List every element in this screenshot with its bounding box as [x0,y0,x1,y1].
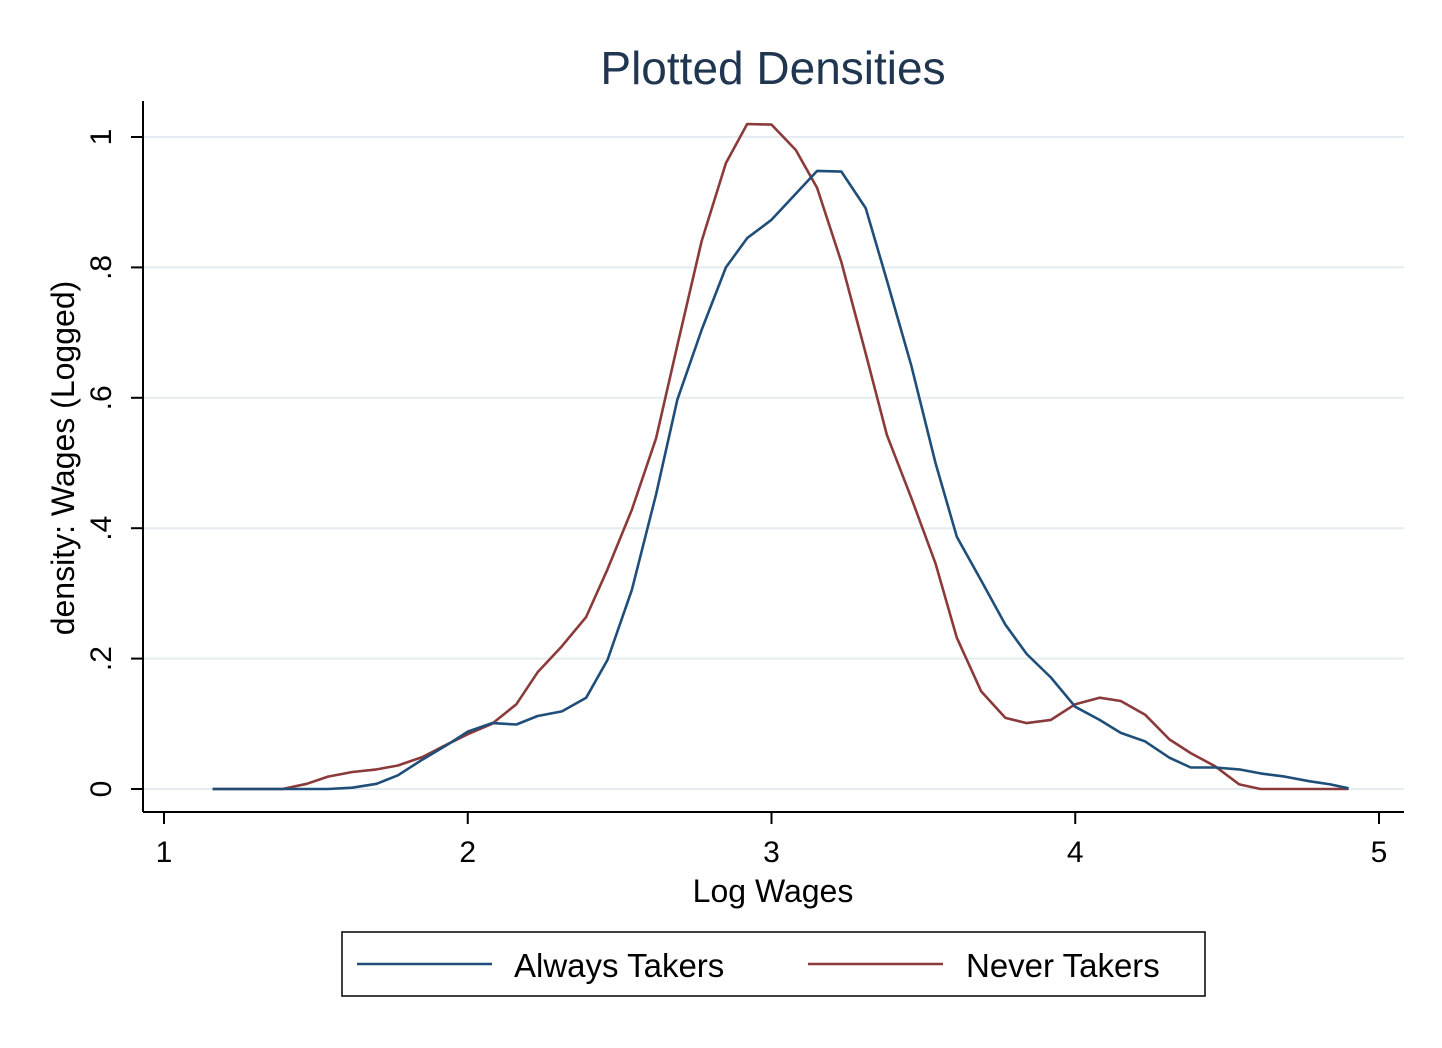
series-line-never-takers [212,122,1349,791]
chart-title: Plotted Densities [600,42,945,94]
x-axis-ticks: 1 2 3 4 5 [156,812,1388,869]
x-tick-label: 1 [156,836,173,869]
gridlines [143,136,1404,790]
legend: Always Takers Never Takers [341,931,1206,997]
y-axis-ticks: 0 .2 .4 .6 .8 1 [85,129,143,798]
y-tick-label: 1 [85,129,118,146]
x-tick-label: 4 [1067,836,1084,869]
y-tick-label: .8 [85,255,118,280]
y-tick-label: .6 [85,385,118,410]
y-tick-label: .2 [85,646,118,671]
plot-lines [212,122,1349,791]
y-tick-label: 0 [85,781,118,798]
y-axis-label: density: Wages (Logged) [45,281,81,636]
y-tick-label: .4 [85,516,118,541]
legend-label-never-takers: Never Takers [966,947,1160,984]
x-tick-label: 2 [459,836,476,869]
x-tick-label: 5 [1371,836,1388,869]
legend-label-always-takers: Always Takers [514,947,724,984]
x-axis-label: Log Wages [693,873,854,909]
x-tick-label: 3 [763,836,780,869]
series-line-always-takers [212,169,1349,791]
